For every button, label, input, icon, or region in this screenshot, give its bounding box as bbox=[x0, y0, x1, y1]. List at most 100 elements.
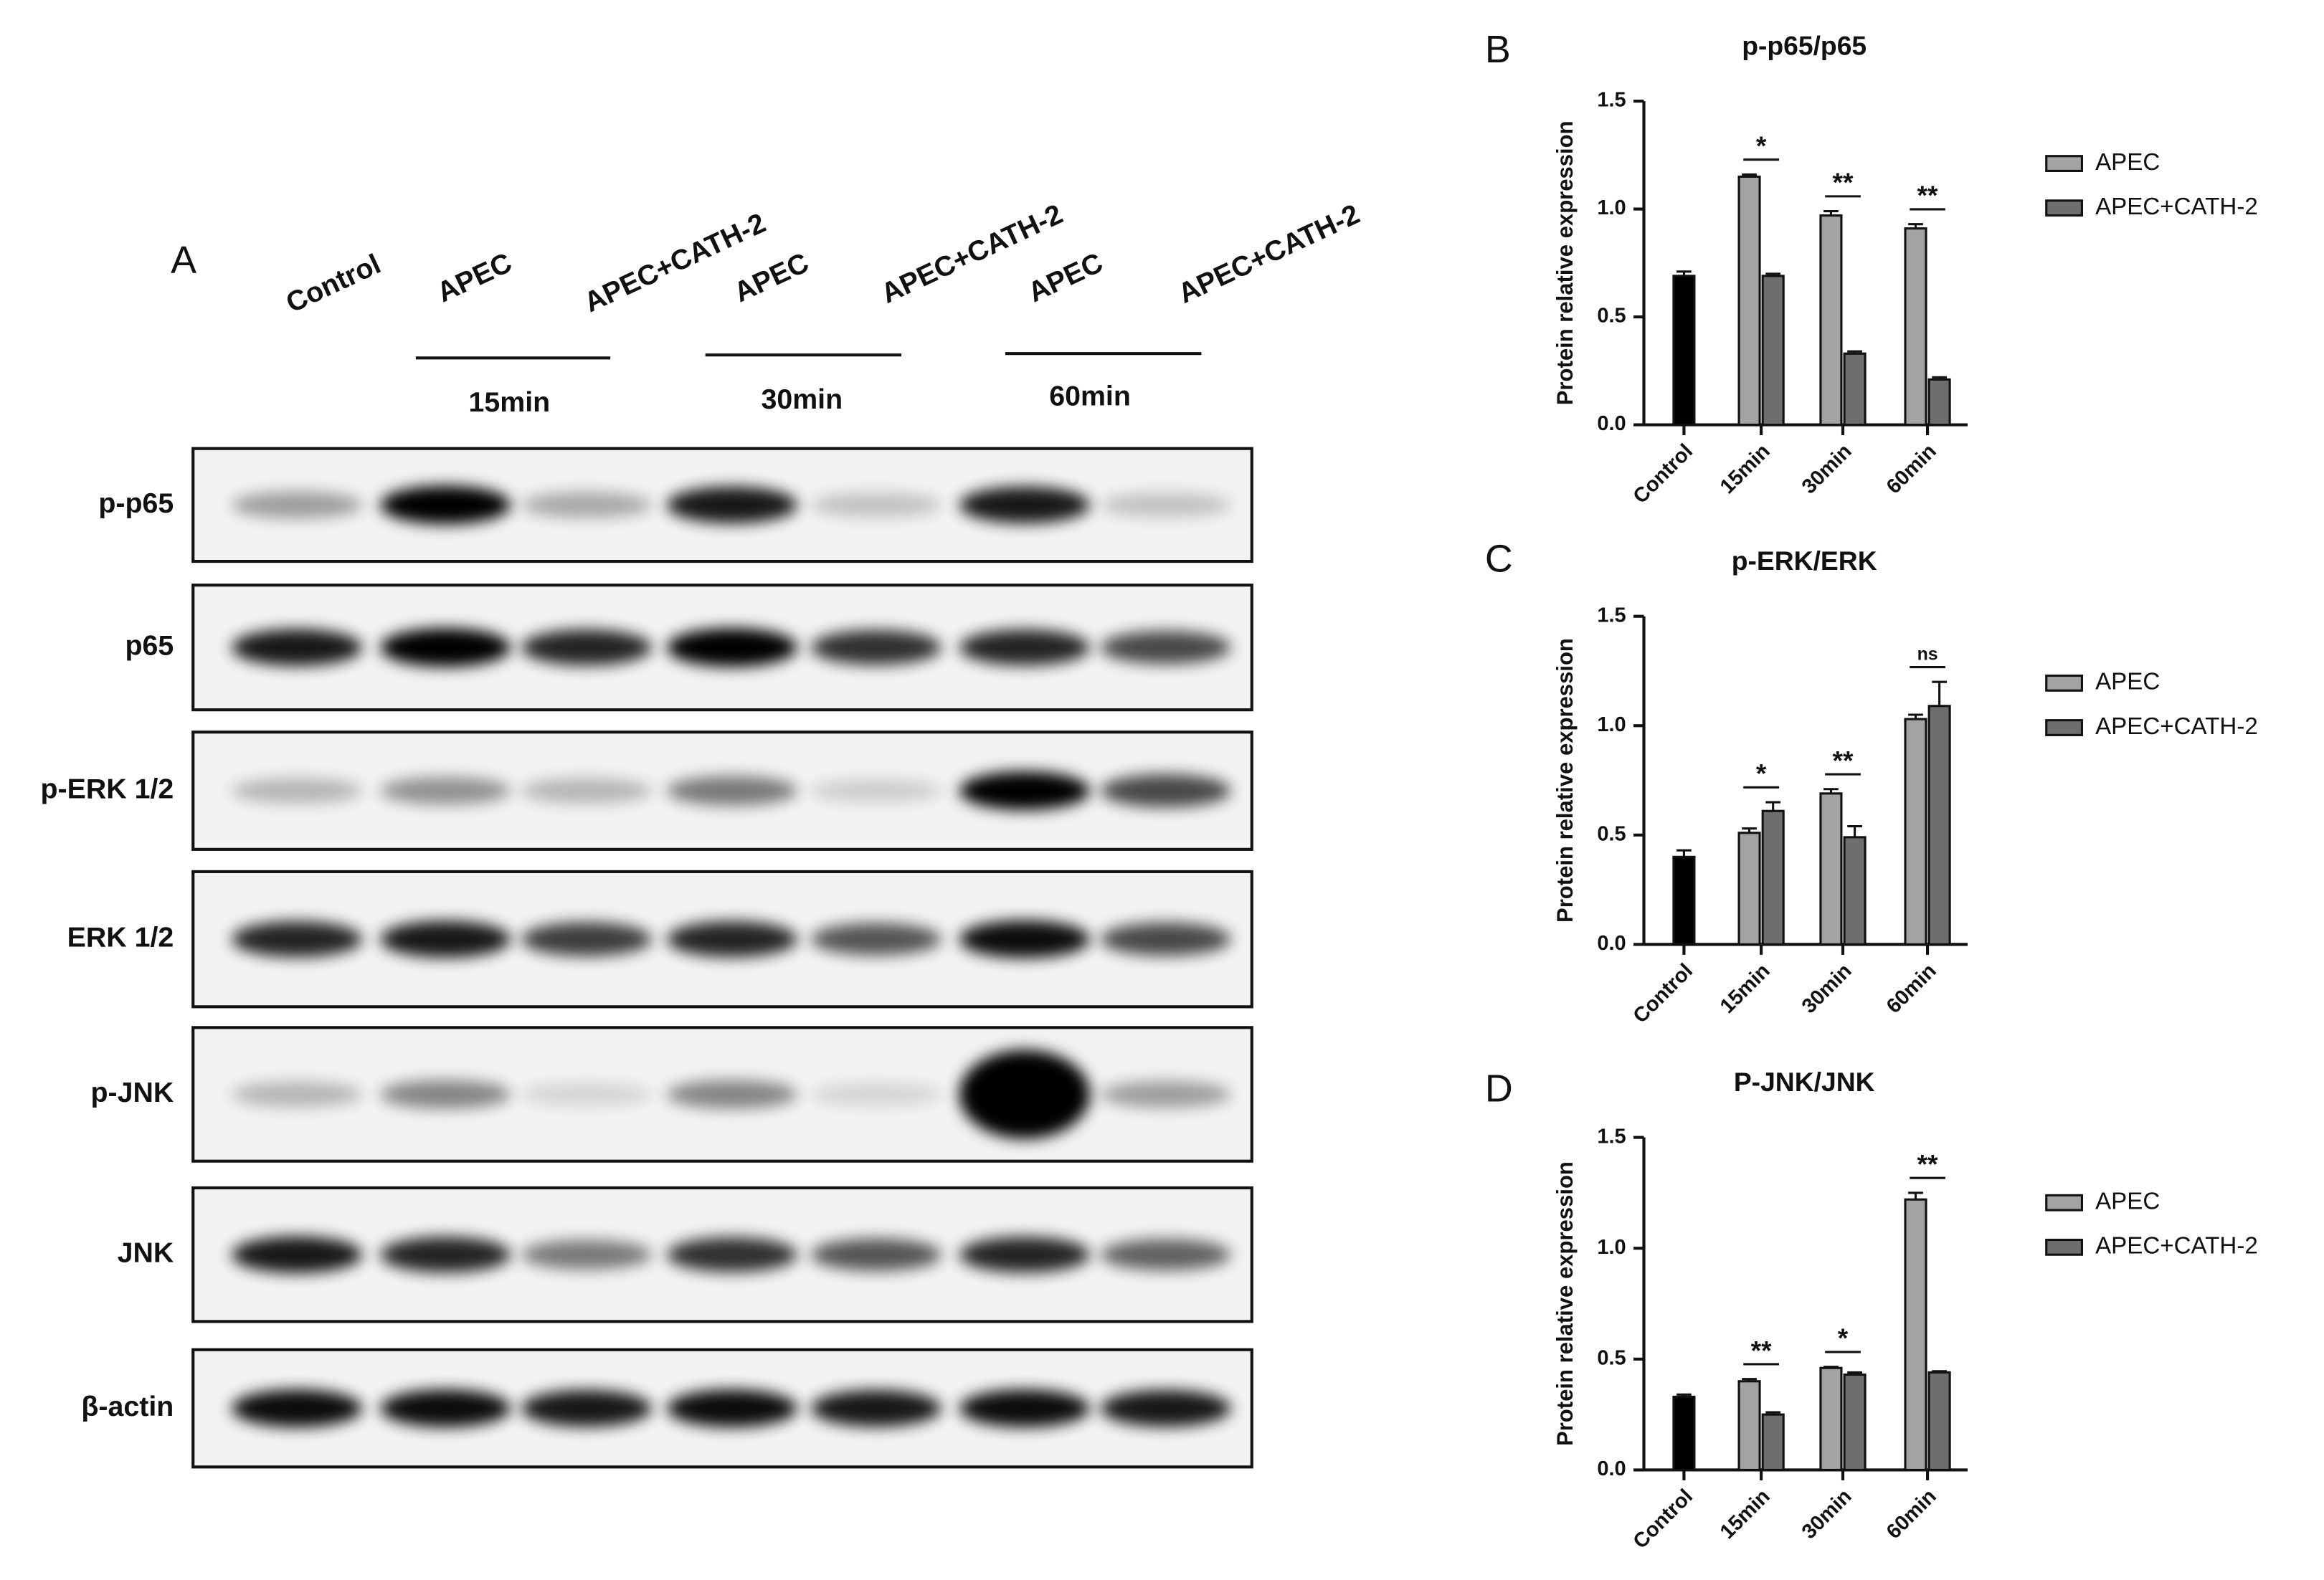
bar bbox=[1927, 705, 1951, 946]
bar bbox=[1843, 836, 1867, 946]
band bbox=[380, 776, 511, 805]
band bbox=[1100, 1239, 1231, 1271]
band bbox=[810, 1389, 942, 1427]
band bbox=[666, 1389, 798, 1427]
error-bar bbox=[1676, 849, 1692, 857]
time-label: 30min bbox=[761, 384, 843, 415]
significance-label: ** bbox=[1833, 745, 1854, 775]
band bbox=[232, 921, 363, 958]
legend-label: APEC+CATH-2 bbox=[2095, 1233, 2258, 1260]
legend-swatch bbox=[2045, 199, 2083, 217]
band bbox=[666, 1237, 798, 1272]
error-bar bbox=[1765, 1411, 1781, 1415]
bar bbox=[1904, 227, 1927, 427]
error-bar bbox=[1823, 788, 1839, 794]
legend-swatch bbox=[2045, 719, 2083, 736]
band bbox=[380, 1389, 511, 1427]
band bbox=[666, 486, 798, 524]
bar bbox=[1819, 1366, 1843, 1472]
bar bbox=[1904, 718, 1927, 946]
error-bar bbox=[1823, 210, 1839, 216]
protein-label: p-ERK 1/2 bbox=[41, 773, 174, 804]
bar bbox=[1843, 1373, 1867, 1472]
band bbox=[521, 778, 653, 804]
legend-label: APEC+CATH-2 bbox=[2095, 713, 2258, 740]
error-bar bbox=[1932, 680, 1947, 706]
panel-label: C bbox=[1485, 537, 1513, 580]
y-tick-label: 0.0 bbox=[1597, 412, 1626, 435]
error-bar bbox=[1932, 1370, 1947, 1373]
band bbox=[232, 629, 363, 666]
time-label: 60min bbox=[1049, 381, 1131, 412]
band bbox=[810, 923, 942, 956]
band bbox=[959, 1050, 1091, 1139]
band bbox=[1100, 1080, 1231, 1108]
significance-label: * bbox=[1838, 1323, 1849, 1353]
band bbox=[380, 920, 511, 958]
panel-label: A bbox=[171, 239, 196, 282]
band bbox=[521, 922, 653, 956]
error-bar bbox=[1847, 350, 1862, 354]
bar bbox=[1927, 1371, 1951, 1472]
band bbox=[810, 1082, 942, 1106]
y-tick-label: 1.0 bbox=[1597, 1236, 1626, 1259]
error-bar bbox=[1823, 1366, 1839, 1369]
y-axis-label: Protein relative expression bbox=[1552, 120, 1578, 405]
protein-label: p-p65 bbox=[98, 487, 174, 519]
band bbox=[521, 492, 653, 518]
band bbox=[521, 629, 653, 666]
bar bbox=[1672, 1395, 1696, 1472]
protein-label: JNK bbox=[118, 1237, 174, 1269]
panel-label: D bbox=[1485, 1067, 1513, 1110]
band bbox=[666, 776, 798, 806]
time-label: 15min bbox=[468, 386, 550, 418]
legend-swatch bbox=[2045, 155, 2083, 172]
significance-label: ns bbox=[1917, 645, 1938, 665]
legend-label: APEC+CATH-2 bbox=[2095, 194, 2258, 220]
bar bbox=[1761, 1413, 1785, 1472]
y-tick-label: 1.5 bbox=[1597, 604, 1626, 627]
band bbox=[232, 1236, 363, 1273]
error-bar bbox=[1742, 173, 1757, 177]
band bbox=[232, 491, 363, 519]
band bbox=[232, 1389, 363, 1427]
error-bar bbox=[1847, 825, 1862, 837]
band bbox=[959, 1389, 1091, 1427]
significance-label: ** bbox=[1751, 1335, 1773, 1365]
band bbox=[959, 486, 1091, 524]
error-bar bbox=[1765, 801, 1781, 812]
chart-title: p-ERK/ERK bbox=[1732, 546, 1877, 576]
band bbox=[380, 485, 511, 525]
band bbox=[1100, 630, 1231, 665]
band bbox=[232, 1081, 363, 1108]
error-bar bbox=[1742, 827, 1757, 833]
band bbox=[959, 629, 1091, 666]
y-tick-label: 0.5 bbox=[1597, 822, 1626, 845]
significance-label: ** bbox=[1917, 1148, 1939, 1179]
error-bar bbox=[1932, 376, 1947, 380]
legend-label: APEC bbox=[2095, 669, 2160, 695]
band bbox=[1100, 922, 1231, 956]
bar bbox=[1819, 792, 1843, 946]
legend-swatch bbox=[2045, 674, 2083, 692]
band bbox=[959, 920, 1091, 958]
y-tick-label: 1.0 bbox=[1597, 196, 1626, 219]
band bbox=[380, 628, 511, 667]
y-axis-label: Protein relative expression bbox=[1552, 638, 1578, 923]
band bbox=[380, 1080, 511, 1109]
band bbox=[521, 1239, 653, 1270]
bar bbox=[1737, 175, 1761, 427]
band bbox=[380, 1237, 511, 1273]
bar bbox=[1927, 378, 1951, 427]
error-bar bbox=[1676, 1393, 1692, 1397]
bar bbox=[1672, 275, 1696, 427]
error-bar bbox=[1908, 1191, 1923, 1200]
band bbox=[959, 771, 1091, 810]
legend-swatch bbox=[2045, 1238, 2083, 1256]
protein-label: β-actin bbox=[81, 1391, 174, 1422]
y-tick-label: 0.0 bbox=[1597, 1457, 1626, 1480]
error-bar bbox=[1908, 223, 1923, 229]
bar bbox=[1761, 809, 1785, 946]
